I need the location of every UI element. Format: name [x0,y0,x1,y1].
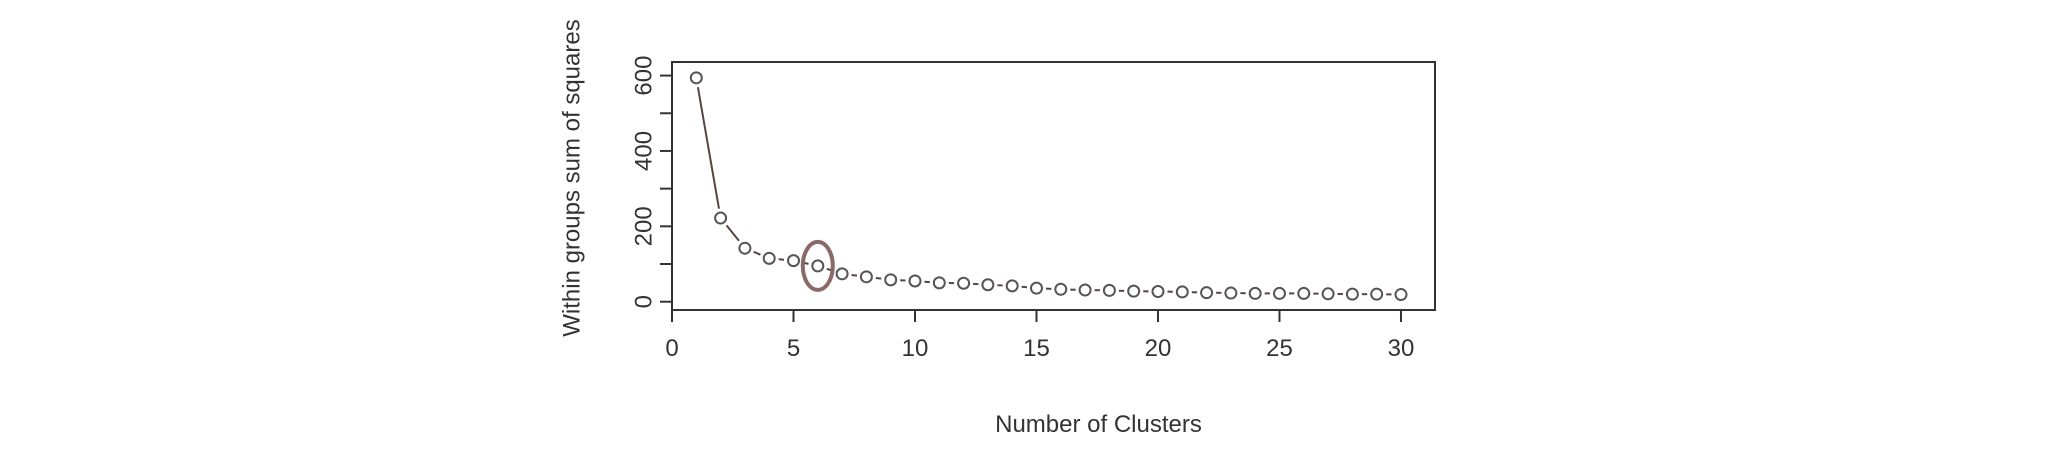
data-point [714,211,728,225]
data-point [1102,283,1116,297]
series-layer [696,87,1392,296]
data-point [884,273,898,287]
data-point [981,278,995,292]
data-point [738,241,752,255]
series-segment [725,224,740,242]
y-tick-label: 200 [631,206,658,246]
series-segment [851,273,858,277]
data-point [1297,286,1311,300]
data-point [859,270,873,284]
data-point [689,71,703,85]
series-segment [696,87,720,209]
plot-frame [671,61,1436,311]
elbow-highlight-ellipse [800,239,835,292]
x-axis: 0 5 10 15 20 25 30 [665,309,1415,362]
data-point [1370,287,1384,301]
data-point [835,267,849,281]
x-tick-label: 25 [1266,335,1293,362]
data-point [762,251,776,265]
data-point [1394,288,1408,302]
data-point [908,274,922,288]
data-point [1175,285,1189,299]
series-segment [778,258,785,261]
y-axis: 0 200 400 600 [631,56,673,308]
data-point [1054,282,1068,296]
series-segment [753,250,761,256]
series-segment [875,277,882,280]
data-point [1200,286,1214,300]
x-tick-label: 10 [902,335,929,362]
y-tick-label: 600 [631,56,658,96]
data-point [1272,286,1286,300]
x-axis-title: Number of Clusters [995,411,1202,438]
x-tick-label: 30 [1388,335,1415,362]
data-point [932,276,946,290]
x-tick-label: 15 [1023,335,1050,362]
highlight-layer [800,239,835,292]
x-tick-label: 20 [1145,335,1172,362]
plot-area [671,61,1436,311]
y-tick-label: 0 [631,295,658,308]
data-point [1127,284,1141,298]
x-tick-label: 5 [787,335,800,362]
y-axis-title: Within groups sum of squares [559,19,586,336]
data-point [1248,286,1262,300]
x-tick-label: 0 [665,335,678,362]
data-point [1151,285,1165,299]
points-layer [689,71,1408,302]
y-tick-label: 400 [631,131,658,171]
data-point [786,254,800,268]
data-point [1321,287,1335,301]
data-point [1078,283,1092,297]
data-point [1005,279,1019,293]
series-segment [1021,285,1028,289]
data-point [1029,281,1043,295]
data-point [1345,287,1359,301]
data-point [811,259,825,273]
data-point [1224,286,1238,300]
data-point [957,276,971,290]
